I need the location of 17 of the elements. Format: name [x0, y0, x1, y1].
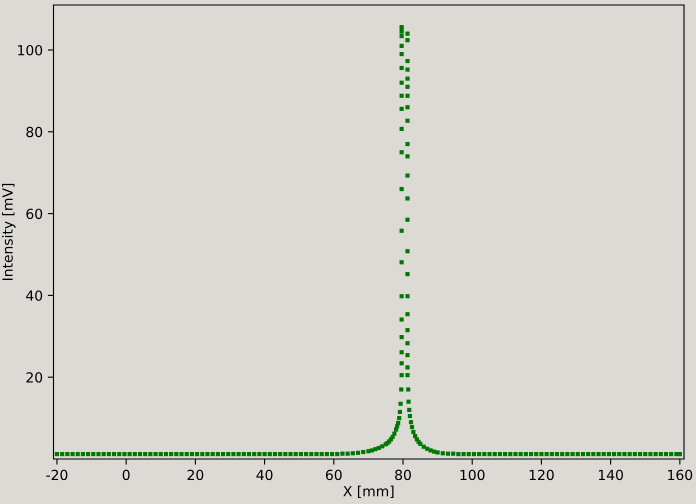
y-tick-label: 20: [26, 372, 42, 383]
x-axis-title: X [mm]: [343, 486, 394, 498]
x-tick-label: -20: [46, 470, 68, 480]
x-tick-label: 120: [530, 470, 554, 480]
x-tick-label: 80: [395, 470, 411, 480]
y-tick-label: 100: [18, 44, 42, 56]
x-tick-label: 60: [326, 470, 342, 480]
y-tick-label: 60: [26, 208, 42, 220]
x-tick-label: 20: [188, 470, 204, 480]
x-tick-label: 0: [122, 470, 130, 480]
x-tick-label: 100: [460, 470, 485, 480]
y-tick-label: 80: [26, 126, 42, 138]
x-tick-label: 140: [598, 470, 623, 480]
y-tick-label: 40: [26, 290, 42, 301]
x-tick-label: 160: [668, 470, 692, 480]
x-tick-label: 40: [256, 470, 273, 480]
y-axis-title: Intensity [mV]: [2, 184, 16, 280]
